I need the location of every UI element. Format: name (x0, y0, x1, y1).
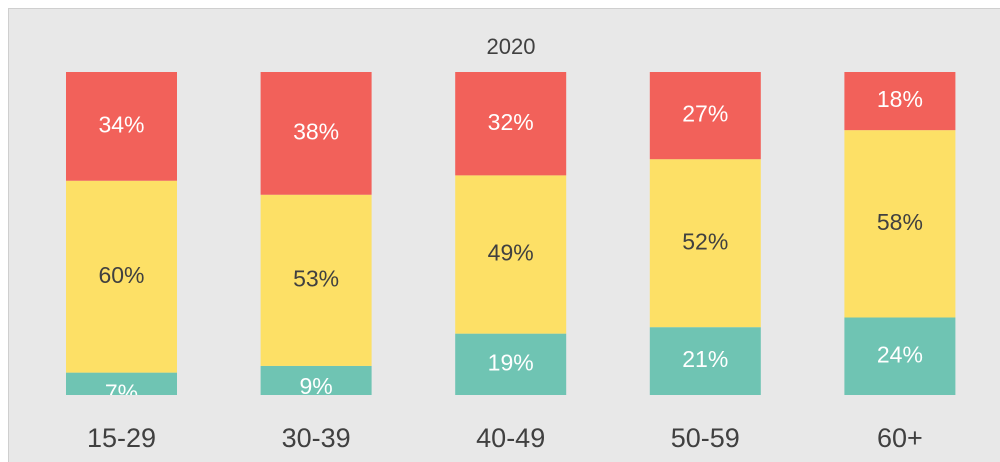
bar-segment (649, 159, 761, 328)
bar-segment (649, 72, 761, 160)
bar-segment (260, 194, 372, 366)
bar-segment (66, 180, 177, 373)
value-label: 19% (488, 349, 534, 375)
value-label: 53% (293, 265, 339, 291)
value-label: 24% (877, 341, 923, 367)
chart-title: 2020 (487, 34, 536, 59)
x-tick-label: 50-59 (671, 423, 740, 453)
value-label: 7% (105, 380, 138, 406)
value-label: 9% (299, 373, 332, 399)
x-tick-label: 40-49 (476, 423, 545, 453)
bar-segment (66, 72, 177, 181)
bar-segment (844, 317, 956, 395)
value-label: 27% (682, 101, 728, 127)
bar-segment (455, 175, 567, 334)
bar-segment (844, 72, 956, 131)
bar-segment (455, 333, 567, 395)
value-label: 49% (488, 240, 534, 266)
value-label: 34% (98, 111, 144, 137)
bar-segment (260, 365, 372, 395)
x-tick-label: 15-29 (87, 423, 156, 453)
bar-segment (649, 327, 761, 395)
bar-segment (844, 130, 956, 318)
value-label: 60% (98, 262, 144, 288)
x-tick-label: 60+ (877, 423, 923, 453)
value-label: 21% (682, 346, 728, 372)
value-label: 18% (877, 86, 923, 112)
bar-segment (66, 372, 177, 395)
value-label: 32% (488, 109, 534, 135)
value-label: 52% (682, 228, 728, 254)
bar-segment (260, 72, 372, 195)
x-tick-label: 30-39 (282, 423, 351, 453)
value-label: 58% (877, 209, 923, 235)
value-label: 38% (293, 118, 339, 144)
bar-segment (455, 72, 567, 176)
